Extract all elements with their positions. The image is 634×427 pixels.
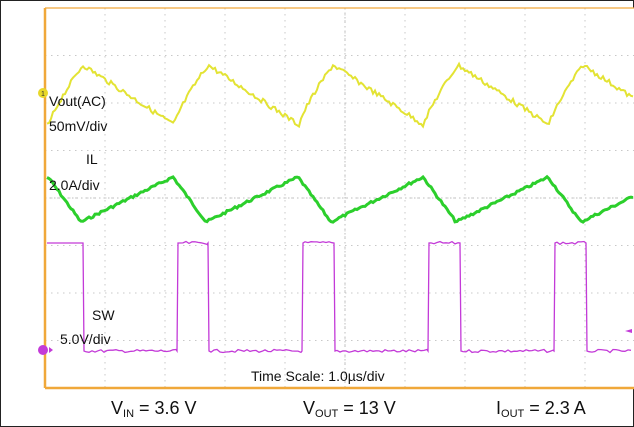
- vin-condition: VIN = 3.6 V: [111, 398, 197, 420]
- il-scale: 2.0A/div: [49, 177, 100, 193]
- vout-label: Vout(AC): [49, 93, 106, 109]
- sw-label: SW: [92, 307, 115, 323]
- channel1-marker: [38, 88, 48, 98]
- iout-condition: IOUT = 2.3 A: [496, 398, 586, 420]
- oscilloscope-screen: 1 Vout(AC) 50mV/div IL 2.0A/div SW 5.0V/…: [38, 7, 634, 390]
- vin-value: = 3.6 V: [134, 398, 197, 418]
- iout-subscript: OUT: [501, 408, 525, 420]
- sw-trace: [47, 240, 632, 354]
- vout-subscript: OUT: [315, 408, 339, 420]
- time-scale-label: Time Scale: 1.0µs/div: [251, 368, 385, 384]
- channel3-arrow: [49, 347, 53, 353]
- channel3-marker: [38, 345, 48, 355]
- channel1-marker-label: 1: [41, 91, 45, 98]
- vout-trace: [46, 61, 634, 129]
- vout-value: = 13 V: [338, 398, 396, 418]
- iout-value: = 2.3 A: [524, 398, 586, 418]
- vout-scale: 50mV/div: [49, 118, 107, 134]
- vin-symbol: V: [111, 398, 124, 418]
- il-label: IL: [86, 151, 98, 167]
- vout-condition: VOUT = 13 V: [303, 398, 396, 420]
- vout-symbol: V: [303, 398, 316, 418]
- trigger-arrow: [625, 329, 632, 333]
- vin-subscript: IN: [123, 408, 135, 420]
- il-trace: [46, 174, 634, 224]
- iout-symbol: I: [496, 398, 502, 418]
- sw-scale: 5.0V/div: [60, 331, 111, 347]
